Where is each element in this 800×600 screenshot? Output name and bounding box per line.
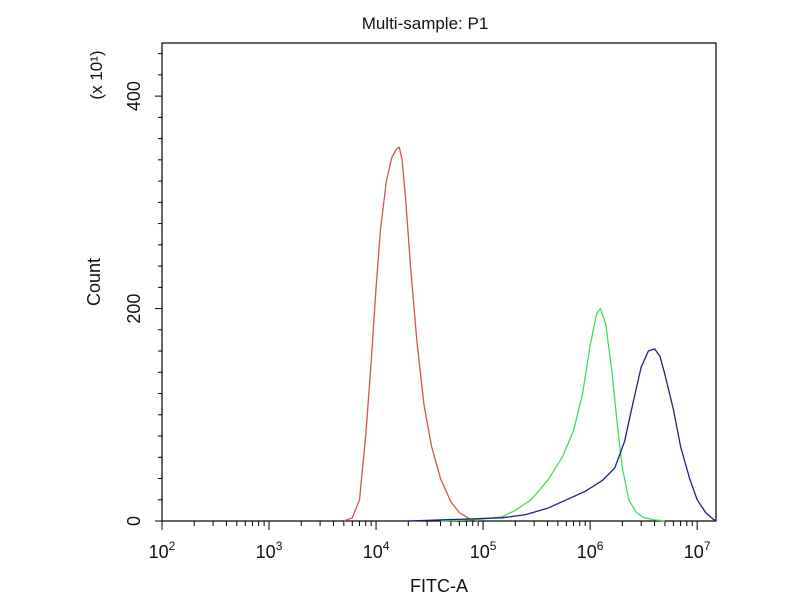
x-tick-label: 105 xyxy=(470,539,497,562)
x-tick-label: 102 xyxy=(149,539,176,562)
x-axis-label: FITC-A xyxy=(410,576,468,596)
x-tick-label: 104 xyxy=(363,539,390,562)
y-axis: 0 200 400 xyxy=(124,53,162,526)
y-scale-multiplier: (x 10¹) xyxy=(87,50,106,99)
y-axis-label: Count xyxy=(84,258,104,306)
x-tick-label: 107 xyxy=(684,539,711,562)
x-axis: 102 103 104 105 106 107 xyxy=(149,521,711,562)
plot-frame xyxy=(161,42,717,522)
y-tick-label: 0 xyxy=(124,516,144,526)
histogram-series-1 xyxy=(343,146,479,522)
x-tick-label: 106 xyxy=(577,539,604,562)
chart-title: Multi-sample: P1 xyxy=(362,14,489,33)
series-layer xyxy=(343,146,717,522)
y-tick-label: 400 xyxy=(124,81,144,111)
x-tick-label: 103 xyxy=(256,539,283,562)
histogram-series-3 xyxy=(408,348,717,522)
y-tick-label: 200 xyxy=(124,294,144,324)
histogram-series-2 xyxy=(440,307,665,522)
